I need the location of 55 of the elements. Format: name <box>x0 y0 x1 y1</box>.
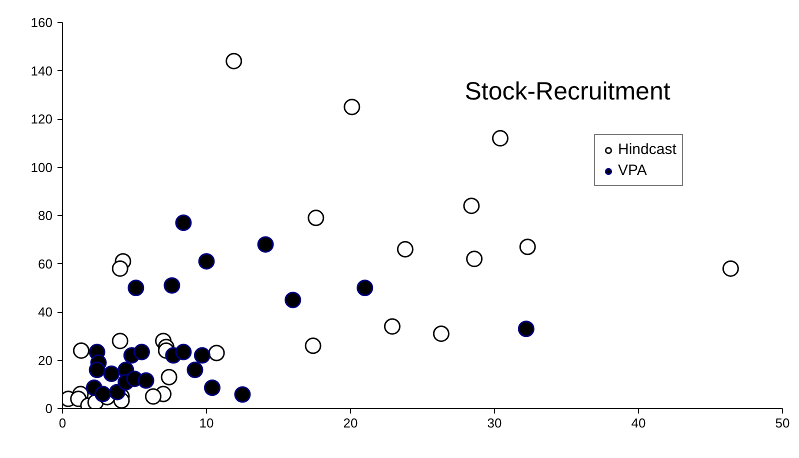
point <box>88 362 106 378</box>
point <box>108 384 126 400</box>
point <box>208 344 225 362</box>
point <box>138 372 154 389</box>
y-tick-label: 140 <box>30 63 53 78</box>
x-tick-label: 50 <box>775 416 790 430</box>
y-tick-label: 100 <box>30 160 53 175</box>
y-tick-label: 0 <box>45 401 53 416</box>
x-tick-label: 40 <box>631 416 646 430</box>
point <box>94 386 112 402</box>
point <box>103 366 120 382</box>
point <box>722 260 739 277</box>
point <box>198 253 215 270</box>
point <box>133 344 150 360</box>
point <box>466 250 483 268</box>
x-tick-label: 10 <box>199 416 214 430</box>
point <box>72 342 90 359</box>
legend-label: VPA <box>618 162 647 179</box>
point <box>160 368 178 386</box>
x-tick-label: 20 <box>343 416 358 430</box>
point <box>518 320 534 338</box>
point <box>344 98 360 116</box>
y-tick-label: 120 <box>30 112 53 126</box>
point <box>257 236 274 253</box>
point <box>284 292 302 308</box>
y-tick-label: 80 <box>38 208 53 223</box>
point <box>164 277 180 294</box>
point <box>304 338 322 354</box>
point <box>519 238 536 256</box>
point <box>194 347 210 364</box>
point <box>396 241 414 258</box>
x-tick-label: 0 <box>58 416 66 430</box>
point <box>144 388 162 405</box>
legend-label: Hindcast <box>618 141 676 158</box>
y-tick-label: 160 <box>30 15 53 30</box>
point <box>175 214 192 231</box>
point <box>432 325 450 342</box>
point <box>186 362 204 378</box>
x-tick-label: 30 <box>487 416 502 430</box>
point <box>128 280 144 296</box>
y-tick-label: 20 <box>38 352 53 368</box>
point <box>308 210 324 226</box>
point <box>112 332 128 350</box>
point <box>112 260 128 277</box>
point <box>384 318 401 335</box>
point <box>492 130 509 147</box>
y-tick-label: 40 <box>38 304 53 320</box>
point <box>175 344 192 360</box>
y-tick-label: 60 <box>38 256 53 272</box>
point <box>356 280 374 296</box>
point <box>204 380 221 396</box>
point <box>463 198 480 214</box>
text: Stock-Recruitment <box>464 78 670 106</box>
point <box>226 52 242 70</box>
point <box>234 386 251 403</box>
